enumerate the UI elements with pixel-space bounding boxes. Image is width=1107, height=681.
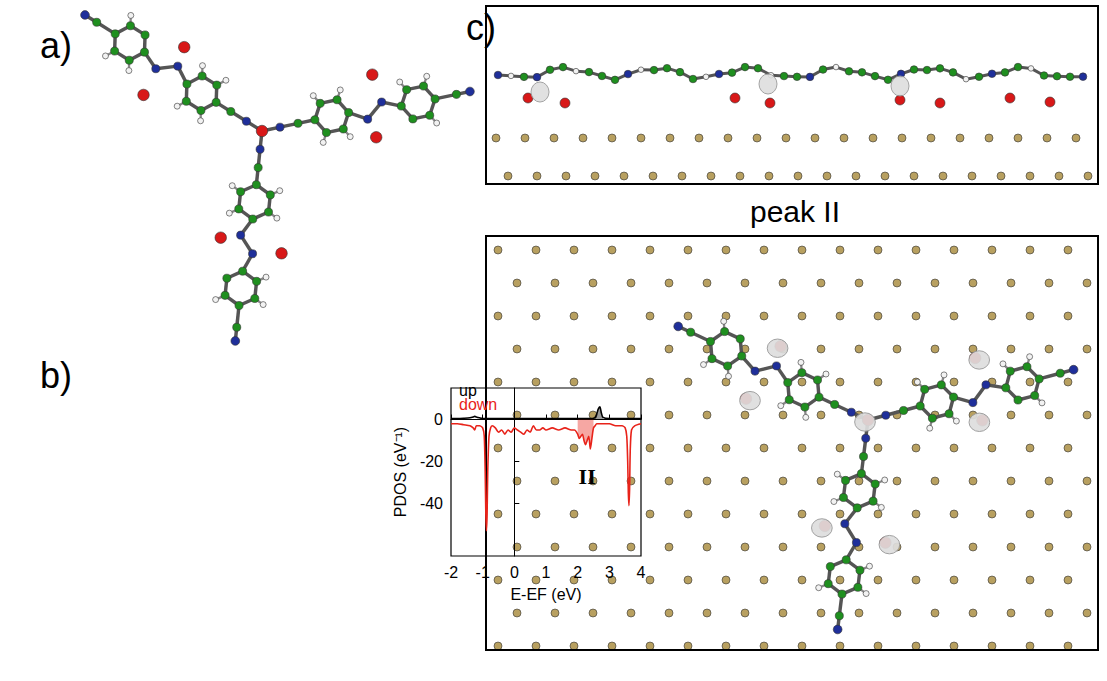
svg-text:PDOS (eV⁻¹): PDOS (eV⁻¹) [392, 427, 409, 517]
svg-text:c): c) [466, 7, 496, 48]
svg-text:up: up [459, 381, 477, 399]
svg-text:a): a) [40, 25, 72, 66]
svg-text:b): b) [40, 355, 72, 396]
svg-text:0: 0 [434, 411, 443, 428]
svg-text:0: 0 [510, 564, 519, 581]
svg-text:-40: -40 [420, 495, 443, 512]
svg-text:4: 4 [637, 564, 646, 581]
svg-text:2: 2 [573, 564, 582, 581]
svg-text:II: II [579, 464, 596, 489]
svg-text:1: 1 [542, 564, 551, 581]
svg-text:down: down [459, 396, 497, 413]
svg-text:-2: -2 [444, 564, 458, 581]
svg-text:-20: -20 [420, 453, 443, 470]
svg-text:peak II: peak II [750, 195, 840, 228]
svg-text:3: 3 [605, 564, 614, 581]
svg-text:E-EF (eV): E-EF (eV) [510, 586, 581, 603]
svg-text:-1: -1 [476, 564, 490, 581]
